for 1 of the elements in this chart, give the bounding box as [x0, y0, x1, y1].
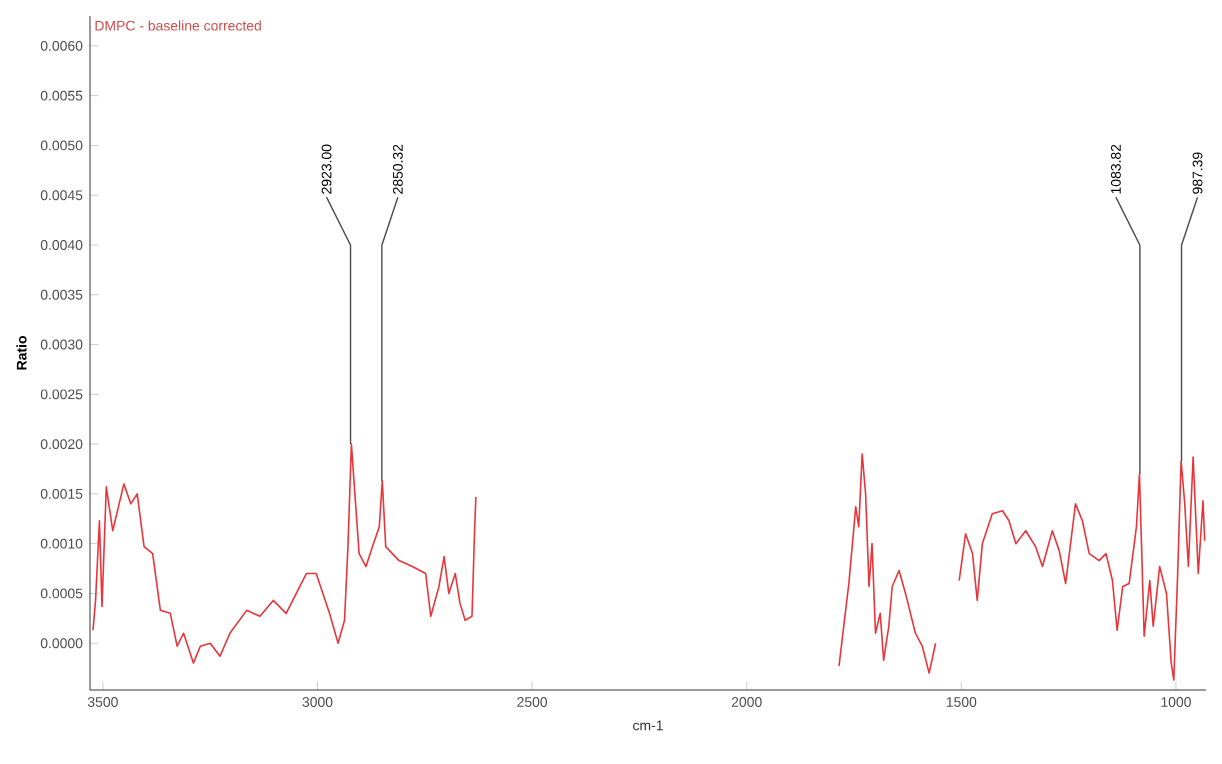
- line-series: [92, 443, 477, 664]
